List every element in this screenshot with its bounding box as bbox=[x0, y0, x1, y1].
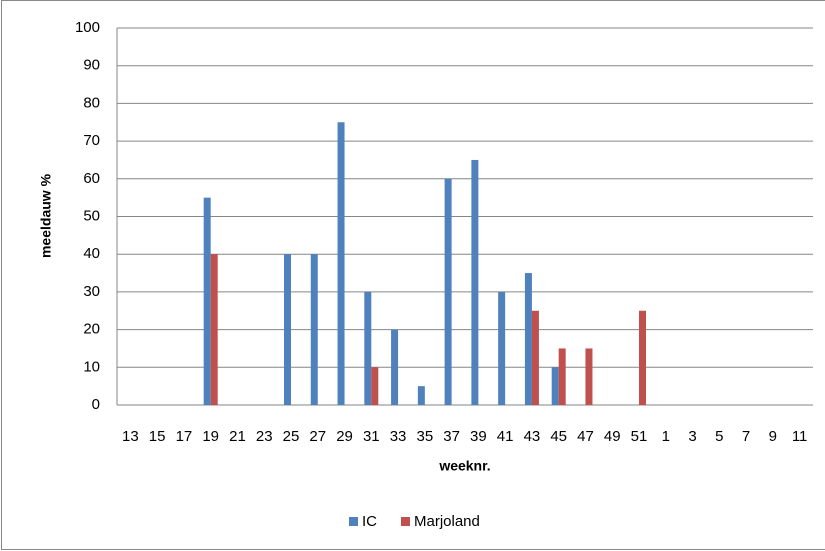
x-tick-label: 51 bbox=[631, 428, 648, 445]
legend-label: IC bbox=[362, 513, 377, 530]
bar bbox=[498, 291, 506, 405]
x-tick-label: 13 bbox=[122, 428, 139, 445]
x-tick-label: 9 bbox=[769, 428, 777, 445]
x-tick-label: 1 bbox=[662, 428, 670, 445]
bar bbox=[558, 348, 566, 405]
x-tick-label: 27 bbox=[309, 428, 326, 445]
y-tick-label: 70 bbox=[83, 132, 100, 149]
bar bbox=[364, 291, 372, 405]
y-tick-label: 80 bbox=[83, 94, 100, 111]
x-tick-label: 19 bbox=[202, 428, 219, 445]
x-tick-label: 43 bbox=[524, 428, 541, 445]
bar bbox=[585, 348, 593, 405]
y-tick-label: 10 bbox=[83, 358, 100, 375]
x-tick-label: 35 bbox=[417, 428, 434, 445]
bar bbox=[531, 310, 539, 405]
bar bbox=[284, 254, 291, 405]
x-tick-label: 33 bbox=[390, 428, 407, 445]
x-tick-label: 21 bbox=[229, 428, 246, 445]
bar bbox=[417, 386, 425, 405]
x-tick-label: 49 bbox=[604, 428, 621, 445]
y-tick-label: 20 bbox=[83, 321, 100, 338]
bar bbox=[337, 122, 345, 405]
y-tick-label: 90 bbox=[83, 57, 100, 74]
x-tick-label: 41 bbox=[497, 428, 514, 445]
x-tick-label: 23 bbox=[256, 428, 273, 445]
x-tick-label: 15 bbox=[149, 428, 166, 445]
bar bbox=[524, 273, 532, 405]
legend-swatch bbox=[401, 517, 410, 526]
x-tick-label: 29 bbox=[336, 428, 353, 445]
y-tick-label: 0 bbox=[92, 396, 100, 413]
x-tick-label: 7 bbox=[742, 428, 750, 445]
y-tick-label: 60 bbox=[83, 170, 100, 187]
x-tick-label: 37 bbox=[443, 428, 460, 445]
y-tick-label: 100 bbox=[75, 19, 100, 36]
bar bbox=[203, 197, 211, 405]
x-tick-label: 3 bbox=[688, 428, 696, 445]
y-tick-label: 50 bbox=[83, 207, 100, 224]
x-tick-label: 45 bbox=[550, 428, 567, 445]
y-tick-label: 40 bbox=[83, 245, 100, 262]
bar bbox=[551, 367, 559, 405]
x-axis-label: weeknr. bbox=[438, 458, 490, 474]
bar bbox=[310, 254, 318, 405]
bar bbox=[471, 159, 479, 405]
x-tick-label: 5 bbox=[715, 428, 723, 445]
legend-swatch bbox=[349, 517, 358, 526]
legend-label: Marjoland bbox=[414, 513, 480, 530]
x-tick-label: 25 bbox=[283, 428, 300, 445]
y-axis-label: meeldauw % bbox=[38, 173, 54, 258]
bar bbox=[639, 310, 646, 405]
x-tick-label: 39 bbox=[470, 428, 487, 445]
bar bbox=[371, 367, 379, 405]
bar bbox=[444, 178, 452, 405]
bar bbox=[210, 254, 218, 405]
x-tick-label: 47 bbox=[577, 428, 594, 445]
y-tick-label: 30 bbox=[83, 283, 100, 300]
bar bbox=[391, 329, 399, 405]
x-tick-label: 31 bbox=[363, 428, 380, 445]
x-tick-label: 11 bbox=[792, 428, 808, 445]
x-tick-label: 17 bbox=[176, 428, 193, 445]
